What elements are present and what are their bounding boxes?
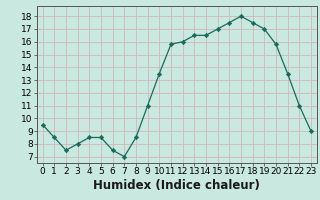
X-axis label: Humidex (Indice chaleur): Humidex (Indice chaleur) [93,179,260,192]
